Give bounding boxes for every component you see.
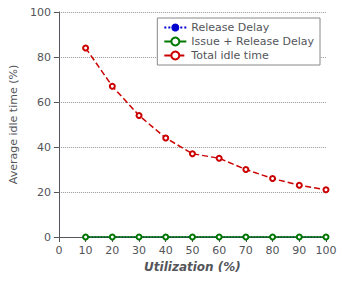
svg-text:80: 80	[266, 244, 280, 257]
svg-text:70: 70	[239, 244, 253, 257]
svg-text:20: 20	[37, 186, 51, 199]
svg-text:30: 30	[132, 244, 146, 257]
svg-text:Release Delay: Release Delay	[191, 21, 270, 34]
svg-text:50: 50	[185, 244, 199, 257]
svg-text:Utilization (%): Utilization (%)	[144, 260, 241, 274]
svg-text:60: 60	[212, 244, 226, 257]
svg-text:Total idle time: Total idle time	[190, 49, 269, 62]
svg-text:0: 0	[55, 244, 62, 257]
svg-text:0: 0	[44, 231, 51, 244]
svg-text:40: 40	[37, 141, 51, 154]
svg-text:Average idle time (%): Average idle time (%)	[7, 65, 20, 184]
svg-text:40: 40	[159, 244, 173, 257]
svg-text:60: 60	[37, 96, 51, 109]
svg-text:100: 100	[30, 6, 51, 19]
svg-text:80: 80	[37, 51, 51, 64]
svg-text:10: 10	[79, 244, 93, 257]
svg-text:100: 100	[316, 244, 337, 257]
svg-text:20: 20	[105, 244, 119, 257]
svg-text:Issue + Release Delay: Issue + Release Delay	[191, 35, 314, 48]
svg-text:90: 90	[292, 244, 306, 257]
